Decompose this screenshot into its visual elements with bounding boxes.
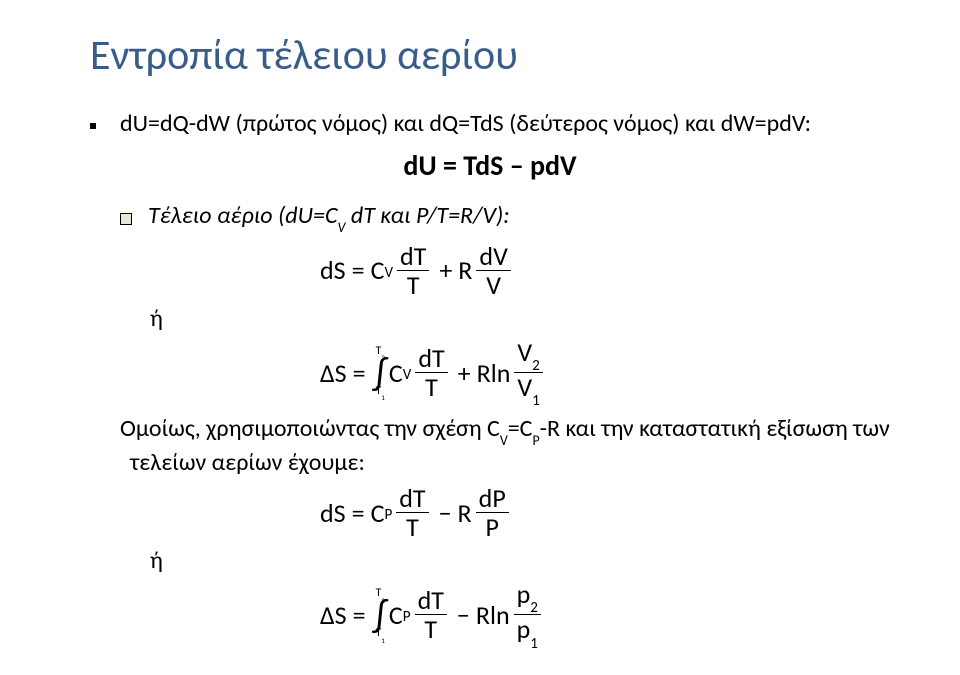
eq2-frac1: dT T	[415, 345, 447, 400]
eq2-int-lo: T1	[376, 387, 385, 398]
or-label-2: ή	[150, 546, 890, 575]
eq1-frac1: dT T	[397, 243, 429, 298]
eq3-csub: P	[384, 508, 392, 523]
eq4-c: C	[389, 602, 403, 628]
eq1-frac2: dV V	[476, 243, 510, 298]
eq4-rln: Rln	[476, 602, 510, 628]
slide-content: Εντροπία τέλειου αερίου dU=dQ-dW (πρώτος…	[0, 0, 960, 675]
eq1-r: R	[458, 257, 472, 283]
equation-du-tds: dU = TdS – pdV	[90, 148, 890, 183]
body-sub1: V	[500, 432, 508, 449]
body-similarly: Ομοίως, χρησιμοποιώντας την σχέση CV=CP-…	[120, 414, 890, 446]
eq4-int-lo: T1	[376, 629, 385, 640]
eq4-integral: T2 ∫ T1	[374, 589, 387, 640]
eq2-lhs: ΔS	[320, 360, 347, 386]
eq1-f1den: T	[404, 271, 423, 298]
eq2-c: C	[389, 360, 403, 386]
or-label-1: ή	[150, 304, 890, 333]
eq3-frac1: dT T	[396, 485, 428, 540]
eq1-csub: V	[384, 266, 393, 281]
eq3-eq: =	[352, 500, 365, 526]
eq1-f2den: V	[483, 271, 504, 298]
equation-ds-cp: dS = CP dT T − R dP P	[320, 485, 890, 540]
eq3-lhs: dS	[320, 500, 346, 526]
eq2-rln: Rln	[477, 360, 511, 386]
eq4-f2num: p2	[514, 581, 541, 615]
eq3-f1num: dT	[396, 485, 428, 513]
eq3-f1den: T	[403, 513, 422, 540]
eq3-f2den: P	[482, 513, 501, 540]
body-sub2: P	[532, 432, 539, 449]
eq1-eq: =	[352, 257, 365, 283]
body-suffix: -R και την καταστατική εξίσωση των	[540, 414, 890, 443]
eq1-f1num: dT	[397, 243, 429, 271]
eq4-f1num: dT	[415, 587, 447, 615]
bullet2-sub: V	[338, 219, 346, 236]
equation-deltaS-cp: ΔS = T2 ∫ T1 CP dT T − Rln p2 p1	[320, 581, 890, 649]
eq3-frac2: dP P	[476, 485, 509, 540]
eq2-eq: =	[353, 360, 366, 386]
eq4-csub: P	[403, 610, 411, 625]
eq3-f2num: dP	[476, 485, 509, 513]
integral-icon: ∫	[374, 358, 387, 387]
equation-ds-cv: dS = CV dT T + R dV V	[320, 243, 890, 298]
eq1-f2num: dV	[476, 243, 510, 271]
eq4-f1den: T	[421, 615, 440, 642]
eq2-f2num: V2	[514, 339, 542, 373]
equation-deltaS-cv: ΔS = T2 ∫ T1 CV dT T + Rln V2 V1	[320, 339, 890, 407]
eq1-lhs: dS	[320, 257, 346, 283]
page-title: Εντροπία τέλειου αερίου	[90, 30, 890, 81]
eq3-r: R	[458, 500, 472, 526]
eq4-frac1: dT T	[415, 587, 447, 642]
body-prefix: Ομοίως, χρησιμοποιώντας την σχέση C	[120, 414, 500, 443]
eq4-lhs: ΔS	[320, 602, 347, 628]
bullet-1-text: dU=dQ-dW (πρώτος νόμος) και dQ=TdS (δεύτ…	[120, 109, 811, 138]
eq4-frac2: p2 p1	[514, 581, 541, 649]
body-mid: =C	[508, 414, 533, 443]
eq4-eq: =	[353, 602, 366, 628]
eq2-f1num: dT	[415, 345, 447, 373]
eq3-c: C	[371, 500, 385, 526]
bullet-dot-icon	[90, 123, 96, 129]
bullet2-prefix: Τέλειο αέριο (dU=C	[148, 201, 338, 230]
eq2-frac2: V2 V1	[514, 339, 542, 407]
eq2-f1den: T	[422, 373, 441, 400]
bullet-square-icon	[120, 213, 132, 225]
eq2-plus: +	[458, 360, 471, 386]
eq2-integral: T2 ∫ T1	[374, 347, 387, 398]
body-line2: τελείων αερίων έχουμε:	[130, 448, 890, 477]
bullet-2-text: Τέλειο αέριο (dU=CV dT και P/T=R/V):	[148, 201, 510, 233]
eq2-f2den: V1	[514, 373, 542, 406]
eq1-c: C	[371, 257, 385, 283]
bullet-first-law: dU=dQ-dW (πρώτος νόμος) και dQ=TdS (δεύτ…	[90, 109, 890, 138]
eq1-plus: +	[439, 257, 452, 283]
bullet2-suffix: dT και P/T=R/V):	[345, 201, 509, 230]
eq4-minus: −	[457, 602, 470, 628]
eq2-csub: V	[403, 368, 412, 383]
eq4-f2den: p1	[514, 615, 541, 648]
bullet-ideal-gas: Τέλειο αέριο (dU=CV dT και P/T=R/V):	[120, 201, 890, 233]
eq3-minus: −	[439, 500, 452, 526]
